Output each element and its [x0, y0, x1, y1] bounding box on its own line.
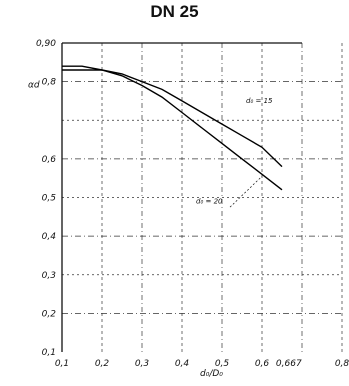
series-line-1 — [62, 65, 283, 168]
chart-title: DN 25 — [150, 2, 199, 21]
x-tick-label: 0,5 — [215, 359, 230, 369]
x-axis-label: d₀/D₀ — [200, 369, 223, 379]
y-tick-label: 0,4 — [42, 232, 57, 242]
x-tick-label: 0,667 — [276, 359, 302, 369]
labels: 0,1 0,2 0,3 0,4 0,5 0,6 0,8 0,90 0,1 0,2 0,3 0,4 0,5… — [28, 39, 349, 379]
series-label-2: d₀ = 20 — [196, 197, 223, 205]
y-axis-label: αd — [28, 80, 40, 90]
series-line-2 — [62, 69, 283, 191]
x-tick-label: 0,3 — [135, 359, 150, 369]
y-tick-label: 0,5 — [42, 194, 57, 204]
y-tick-label: 0,2 — [42, 309, 57, 319]
y-tick-label: 0,6 — [42, 155, 57, 165]
y-tick-label: 0,3 — [42, 271, 57, 281]
x-tick-label: 0,4 — [175, 359, 190, 369]
series-label-leader — [229, 176, 263, 208]
x-tick-label: 0,6 — [255, 359, 270, 369]
x-tick-label: 0,1 — [55, 359, 69, 369]
grid-lines — [62, 43, 343, 352]
y-tick-label: 0,1 — [42, 348, 56, 358]
x-tick-label: 0,8 — [335, 359, 349, 369]
y-tick-label: 0,90 — [36, 39, 56, 49]
series-lines — [62, 65, 283, 191]
x-tick-label: 0,2 — [95, 359, 110, 369]
y-tick-label: 0,8 — [42, 78, 57, 88]
axes — [61, 42, 302, 352]
series-label-1: d₀ = 15 — [246, 97, 273, 105]
